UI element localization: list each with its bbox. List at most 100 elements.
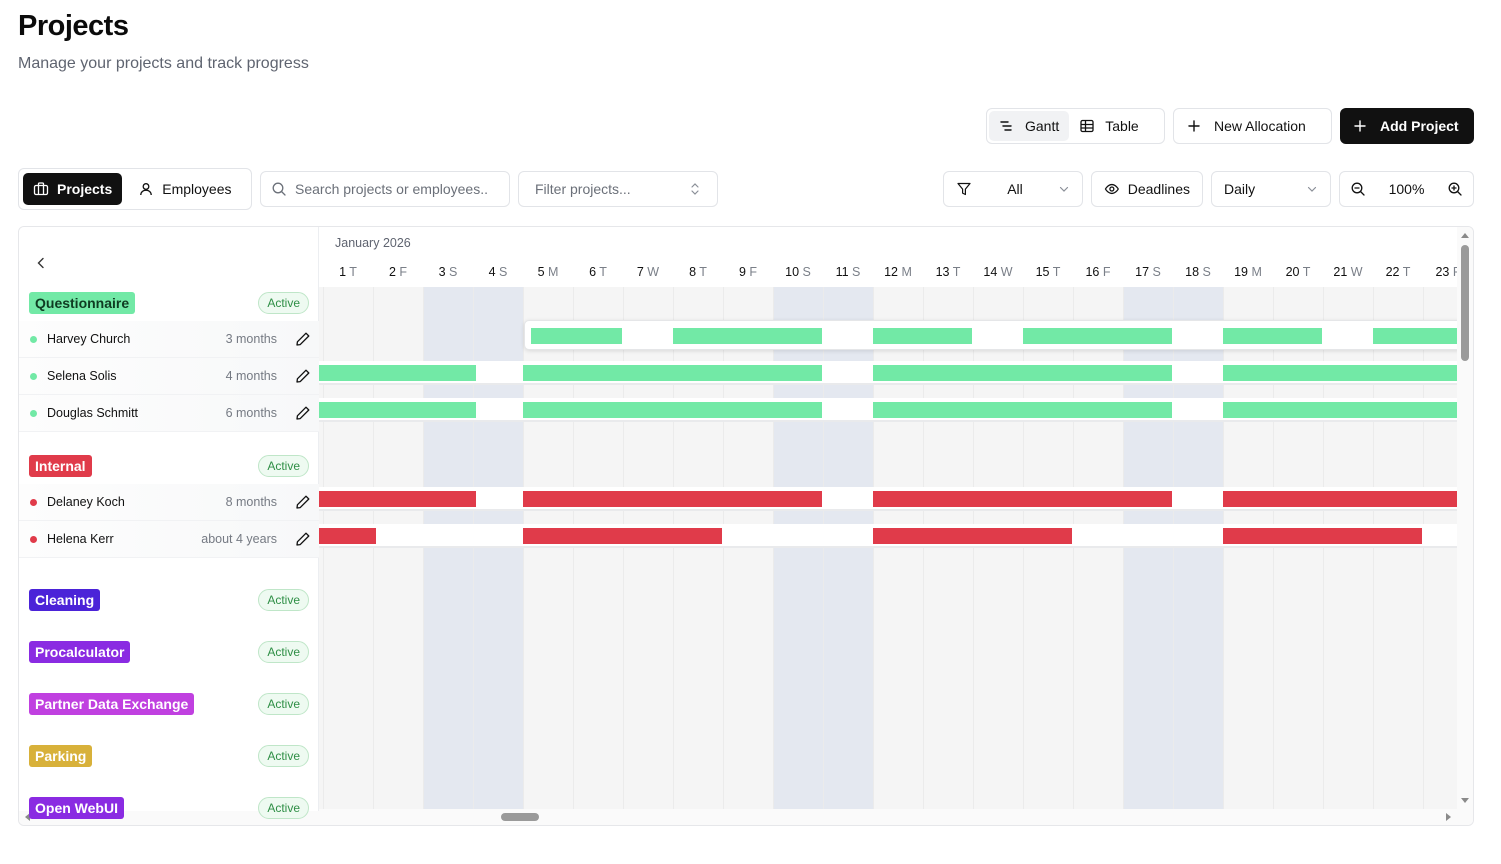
scroll-right-icon[interactable] (1443, 809, 1455, 825)
allocation-bar[interactable] (673, 328, 822, 344)
project-row[interactable]: Cleaning Active (19, 574, 319, 626)
add-project-button[interactable]: Add Project (1340, 108, 1474, 144)
day-label: 9 F (738, 265, 758, 279)
allocation-track (527, 324, 1459, 348)
status-filter-select[interactable]: All (943, 171, 1083, 207)
employee-row[interactable]: Douglas Schmitt 6 months (19, 395, 319, 432)
deadlines-toggle[interactable]: Deadlines (1091, 171, 1203, 207)
project-list: Questionnaire Active Harvey Church 3 months… (19, 227, 319, 819)
edit-icon[interactable] (295, 368, 311, 384)
allocation-bar[interactable] (873, 328, 972, 344)
chevron-up-down-icon (691, 183, 699, 195)
allocation-bar[interactable] (1023, 328, 1172, 344)
employee-row[interactable]: Delaney Koch 8 months (19, 484, 319, 521)
employee-name: Selena Solis (47, 369, 117, 383)
chevron-left-icon[interactable] (33, 255, 49, 271)
allocation-bar[interactable] (530, 328, 622, 344)
day-label: 12 M (884, 265, 912, 279)
project-tag[interactable]: Cleaning (29, 589, 101, 611)
edit-icon[interactable] (295, 494, 311, 510)
edit-icon[interactable] (295, 405, 311, 421)
horizontal-scrollbar[interactable] (19, 809, 1473, 825)
allocation-bar[interactable] (523, 528, 722, 544)
project-row[interactable]: Open WebUI Active (19, 782, 319, 825)
allocation-bar[interactable] (1223, 528, 1422, 544)
employee-row[interactable]: Helena Kerr about 4 years (19, 521, 319, 558)
allocation-bar[interactable] (523, 365, 822, 381)
allocation-bar[interactable] (523, 402, 822, 418)
table-icon (1080, 119, 1094, 133)
project-tag[interactable]: Internal (29, 455, 92, 477)
gantt-view-button[interactable]: Gantt (989, 111, 1070, 141)
allocation-bar[interactable] (1223, 491, 1459, 507)
project-tag[interactable]: Open WebUI (29, 797, 124, 819)
time-scale-value: Daily (1224, 181, 1256, 197)
allocation-bar[interactable] (1373, 328, 1459, 344)
table-view-button[interactable]: Table (1069, 111, 1148, 141)
time-scale-select[interactable]: Daily (1211, 171, 1331, 207)
day-label: 21 W (1333, 265, 1363, 279)
gantt-timeline: January 2026 1 T 2 F 3 S 4 S 5 M 6 T 7 W 8 T 9 F… (319, 227, 1459, 811)
employee-row[interactable]: Selena Solis 4 months (19, 358, 319, 395)
allocation-bar[interactable] (319, 491, 476, 507)
scroll-left-icon[interactable] (21, 809, 33, 825)
status-dot (30, 410, 37, 417)
tab-projects[interactable]: Projects (23, 173, 123, 205)
project-row[interactable]: Procalculator Active (19, 626, 319, 678)
allocation-bar[interactable] (1223, 402, 1459, 418)
new-allocation-button[interactable]: New Allocation (1173, 108, 1332, 144)
day-column (1023, 287, 1073, 811)
gantt-panel: January 2026 1 T 2 F 3 S 4 S 5 M 6 T 7 W 8 T 9 F… (18, 226, 1474, 826)
edit-icon[interactable] (295, 331, 311, 347)
horizontal-scroll-thumb[interactable] (501, 813, 539, 821)
allocation-track (319, 398, 1459, 422)
project-row[interactable]: Questionnaire Active (19, 285, 319, 321)
allocation-bar[interactable] (319, 402, 476, 418)
project-tag[interactable]: Questionnaire (29, 292, 136, 314)
search-placeholder: Search projects or employees.. (295, 181, 488, 197)
tab-employees-label: Employees (162, 181, 232, 197)
status-badge: Active (258, 641, 309, 663)
zoom-in-icon[interactable] (1447, 181, 1463, 197)
day-column (1073, 287, 1123, 811)
day-label: 20 T (1285, 265, 1311, 279)
search-input[interactable]: Search projects or employees.. (260, 171, 510, 207)
day-label: 19 M (1234, 265, 1262, 279)
project-tag[interactable]: Parking (29, 745, 93, 767)
project-tag[interactable]: Procalculator (29, 641, 131, 663)
tab-projects-label: Projects (57, 181, 113, 197)
scroll-down-icon[interactable] (1457, 795, 1473, 807)
plus-icon (1354, 120, 1366, 132)
status-badge: Active (258, 589, 309, 611)
employee-name: Delaney Koch (47, 495, 125, 509)
allocation-bar[interactable] (523, 491, 822, 507)
allocation-bar[interactable] (873, 365, 1172, 381)
allocation-bar[interactable] (1223, 328, 1322, 344)
zoom-out-icon[interactable] (1350, 181, 1366, 197)
scroll-up-icon[interactable] (1457, 229, 1473, 241)
allocation-track (319, 524, 1459, 548)
allocation-bar[interactable] (873, 491, 1172, 507)
day-label: 1 T (339, 265, 357, 279)
project-row[interactable]: Partner Data Exchange Active (19, 678, 319, 730)
employee-row[interactable]: Harvey Church 3 months (19, 321, 319, 358)
day-column (573, 287, 623, 811)
edit-icon[interactable] (295, 531, 311, 547)
day-label: 16 F (1085, 265, 1111, 279)
project-row[interactable]: Internal Active (19, 448, 319, 484)
tab-employees[interactable]: Employees (128, 173, 241, 205)
project-row[interactable]: Parking Active (19, 730, 319, 782)
filter-icon (957, 182, 971, 196)
zoom-control: 100% (1339, 171, 1474, 207)
allocation-bar[interactable] (873, 402, 1172, 418)
allocation-bar[interactable] (319, 528, 376, 544)
allocation-bar[interactable] (1223, 365, 1459, 381)
project-filter-select[interactable]: Filter projects... (518, 171, 718, 207)
day-column (973, 287, 1023, 811)
allocation-bar[interactable] (319, 365, 476, 381)
vertical-scroll-thumb[interactable] (1461, 245, 1469, 361)
vertical-scrollbar[interactable] (1457, 227, 1473, 811)
project-tag[interactable]: Partner Data Exchange (29, 693, 195, 715)
employee-name: Helena Kerr (47, 532, 114, 546)
allocation-bar[interactable] (873, 528, 1072, 544)
